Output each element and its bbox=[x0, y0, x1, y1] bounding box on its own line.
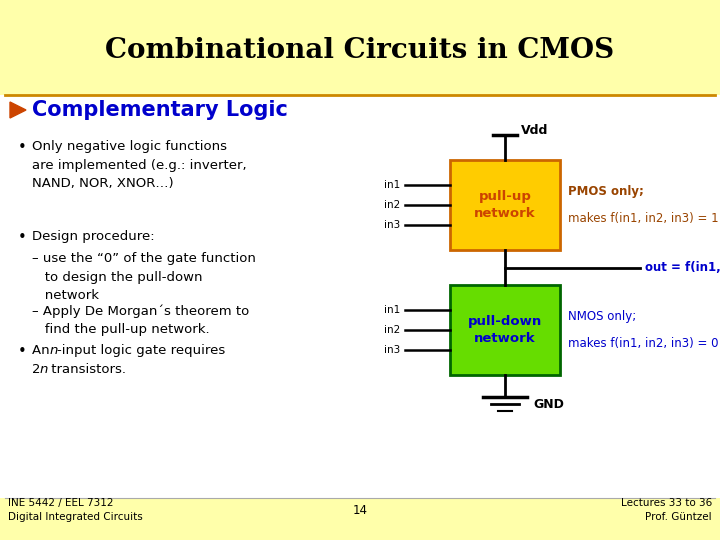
Text: – Apply De Morgan´s theorem to
   find the pull-up network.: – Apply De Morgan´s theorem to find the … bbox=[32, 304, 249, 336]
Text: n: n bbox=[40, 363, 48, 376]
Text: INE 5442 / EEL 7312
Digital Integrated Circuits: INE 5442 / EEL 7312 Digital Integrated C… bbox=[8, 498, 143, 522]
Bar bbox=[0, 498, 720, 540]
Text: in3: in3 bbox=[384, 220, 400, 230]
Bar bbox=[0, 95, 720, 498]
Text: 2: 2 bbox=[32, 363, 40, 376]
Text: pull-down
network: pull-down network bbox=[468, 315, 542, 345]
Bar bbox=[450, 160, 560, 250]
Text: •: • bbox=[18, 344, 27, 359]
Bar bbox=[450, 285, 560, 375]
Bar bbox=[0, 0, 720, 95]
Text: in1: in1 bbox=[384, 180, 400, 190]
Text: pull-up
network: pull-up network bbox=[474, 190, 536, 220]
Polygon shape bbox=[10, 102, 26, 118]
Text: •: • bbox=[18, 140, 27, 155]
Text: Vdd: Vdd bbox=[521, 124, 549, 137]
Text: Combinational Circuits in CMOS: Combinational Circuits in CMOS bbox=[105, 37, 615, 64]
Text: in1: in1 bbox=[384, 305, 400, 315]
Text: transistors.: transistors. bbox=[47, 363, 126, 376]
Text: in3: in3 bbox=[384, 345, 400, 355]
Text: Design procedure:: Design procedure: bbox=[32, 230, 155, 243]
Text: GND: GND bbox=[533, 397, 564, 410]
Text: Only negative logic functions
are implemented (e.g.: inverter,
NAND, NOR, XNOR…): Only negative logic functions are implem… bbox=[32, 140, 247, 190]
Text: An: An bbox=[32, 344, 54, 357]
Text: makes f(in1, in2, in3) = 1: makes f(in1, in2, in3) = 1 bbox=[568, 212, 719, 225]
Text: n: n bbox=[50, 344, 58, 357]
Text: -input logic gate requires: -input logic gate requires bbox=[57, 344, 225, 357]
Text: – use the “0” of the gate function
   to design the pull-down
   network: – use the “0” of the gate function to de… bbox=[32, 252, 256, 302]
Text: 14: 14 bbox=[353, 503, 367, 516]
Text: out = f(in1, in2, in3): out = f(in1, in2, in3) bbox=[645, 261, 720, 274]
Text: makes f(in1, in2, in3) = 0: makes f(in1, in2, in3) = 0 bbox=[568, 337, 719, 350]
Text: Lectures 33 to 36
Prof. Güntzel: Lectures 33 to 36 Prof. Güntzel bbox=[621, 498, 712, 522]
Text: in2: in2 bbox=[384, 200, 400, 210]
Text: NMOS only;: NMOS only; bbox=[568, 310, 636, 323]
Text: PMOS only;: PMOS only; bbox=[568, 185, 644, 198]
Text: in2: in2 bbox=[384, 325, 400, 335]
Text: •: • bbox=[18, 230, 27, 245]
Text: Complementary Logic: Complementary Logic bbox=[32, 100, 288, 120]
